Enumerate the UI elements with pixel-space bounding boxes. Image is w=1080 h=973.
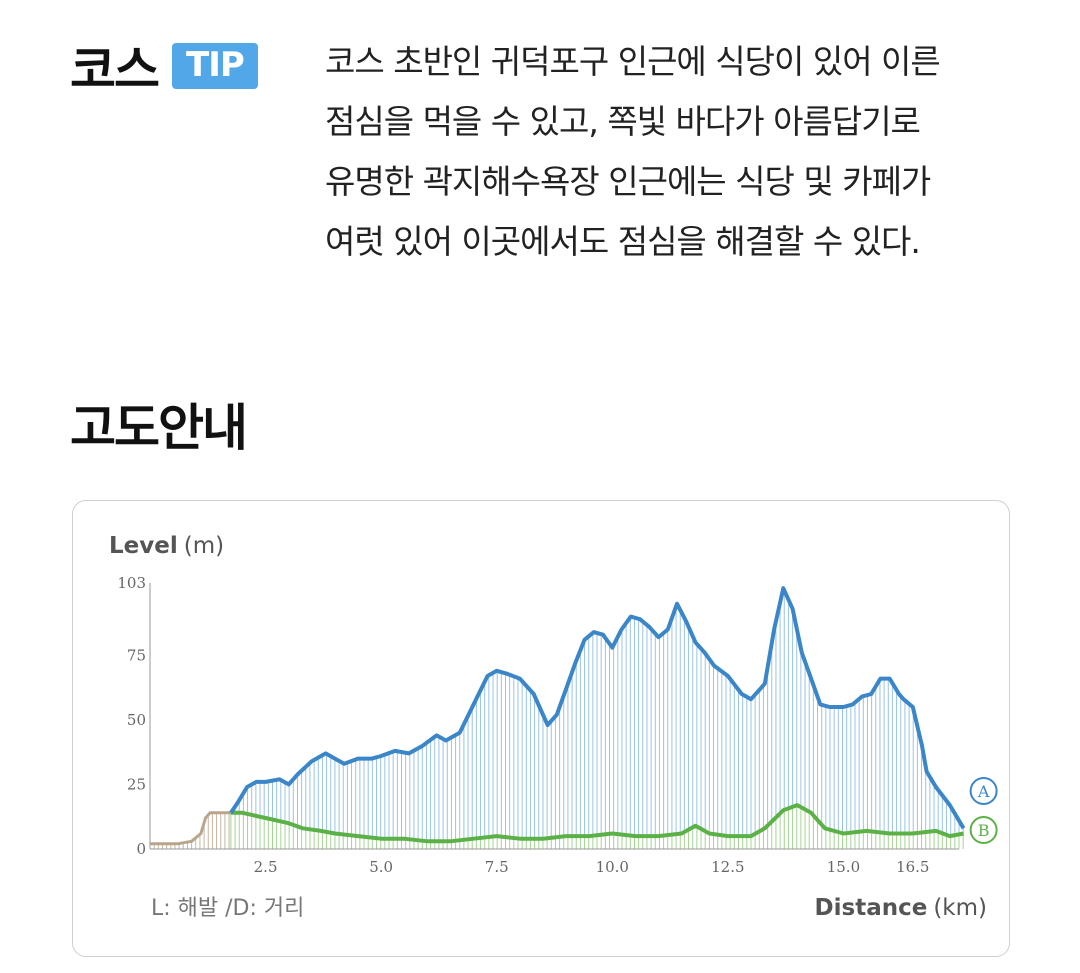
tip-section: 코스 TIP 코스 초반인 귀덕포구 인근에 식당이 있어 이른 점심을 먹을 …	[0, 0, 1080, 300]
x-tick-label: 2.5	[254, 858, 278, 876]
x-tick-label: 5.0	[369, 858, 393, 876]
y-axis-label-unit: (m)	[184, 533, 224, 559]
x-axis-label: Distance (km)	[815, 895, 987, 921]
tip-line: 유명한 곽지해수욕장 인근에는 식당 및 카페가	[325, 162, 931, 201]
x-tick-label: 10.0	[596, 858, 629, 876]
x-axis-label-unit: (km)	[933, 895, 987, 921]
altitude-chart-card: 0 25 50 75 103 2.5 5.0 7.5 10.0 12.5 15.0 16.5 A B Lev…	[72, 500, 1010, 957]
series-distance-line	[230, 803, 964, 844]
x-tick-label: 15.0	[827, 858, 860, 876]
tip-heading: 코스 TIP	[70, 30, 258, 102]
start-segment-line	[150, 811, 231, 846]
tip-line: 점심을 먹을 수 있고, 쪽빛 바다가 아름답기로	[325, 102, 921, 141]
y-axis-label-bold: Level	[109, 533, 178, 559]
y-tick-label: 0	[136, 840, 146, 858]
x-axis-label-bold: Distance	[815, 895, 928, 921]
y-tick-label: 103	[117, 574, 146, 592]
y-tick-label: 50	[127, 711, 146, 729]
series-level-line	[229, 586, 966, 830]
y-tick-label: 75	[127, 646, 146, 664]
marker-a-circle	[969, 777, 998, 805]
marker-a-label: A	[977, 782, 990, 801]
x-tick-label: 7.5	[485, 858, 509, 876]
area-hatching	[149, 590, 964, 849]
tip-badge: TIP	[172, 43, 258, 89]
tip-text: 코스 초반인 귀덕포구 인근에 식당이 있어 이른 점심을 먹을 수 있고, 쪽…	[325, 32, 1025, 272]
tip-line: 여럿 있어 이곳에서도 점심을 해결할 수 있다.	[325, 222, 921, 261]
altitude-chart: 0 25 50 75 103 2.5 5.0 7.5 10.0 12.5 15.0 16.5 A B Lev…	[109, 533, 998, 921]
chart-note: L: 해발 /D: 거리	[151, 896, 304, 921]
tip-line: 코스 초반인 귀덕포구 인근에 식당이 있어 이른	[325, 42, 941, 81]
y-axis-label: Level (m)	[109, 533, 224, 559]
marker-b-circle	[969, 816, 998, 844]
marker-b-label: B	[978, 821, 990, 840]
x-tick-label: 16.5	[896, 858, 929, 876]
tip-title: 코스	[70, 41, 160, 99]
y-tick-label: 25	[127, 775, 146, 793]
altitude-title: 고도안내	[70, 399, 248, 457]
x-tick-label: 12.5	[711, 858, 744, 876]
